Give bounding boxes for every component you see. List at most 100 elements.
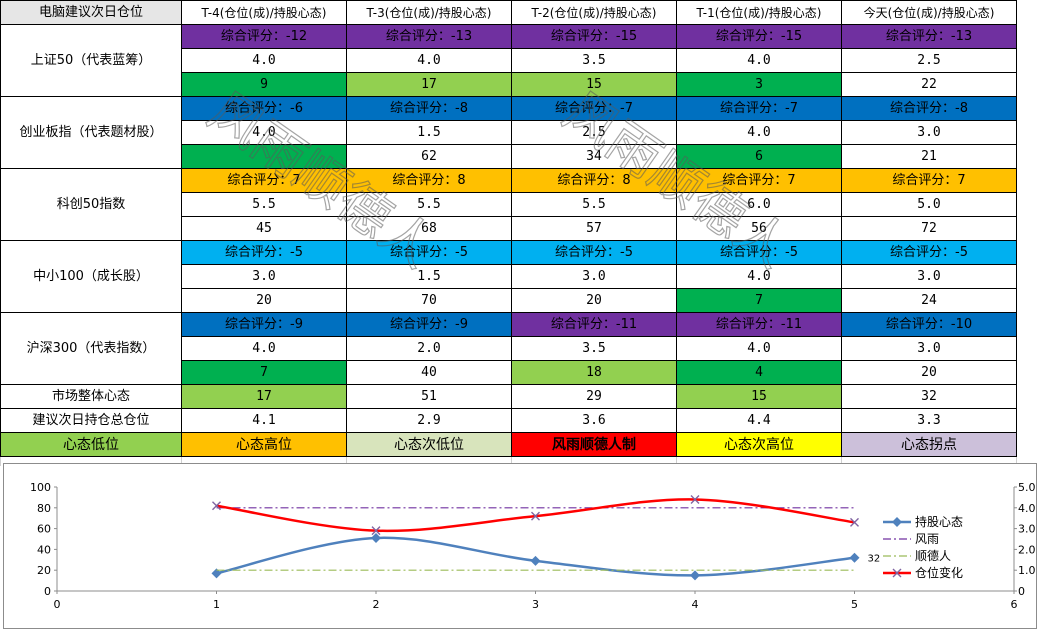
position-row: 4.0 1.5 2.5 4.0 3.0	[1, 120, 1017, 145]
index-label: 上证50（代表蓝筹）	[0, 24, 182, 97]
series-point-持股心态	[530, 555, 541, 566]
x-tick-label: 4	[692, 598, 699, 611]
index-label: 科创50指数	[0, 168, 182, 241]
score-cell: 综合评分：-7	[511, 96, 677, 121]
score-row: 上证50（代表蓝筹） 综合评分：-12 综合评分：-13 综合评分：-15 综合评分：-…	[0, 24, 1017, 97]
position-cell: 3.5	[511, 48, 677, 73]
position-table: 电脑建议次日仓位 T-4(仓位(成)/持股心态) T-3(仓位(成)/持股心态) T-…	[0, 0, 1017, 466]
position-cell: 3.0	[841, 120, 1017, 145]
position-cell: 1.5	[346, 264, 512, 289]
position-row: 4.0 2.0 3.5 4.0 3.0	[1, 336, 1017, 361]
position-cell: 5.5	[346, 192, 512, 217]
mood-cell: 34	[511, 144, 677, 169]
header-row: 电脑建议次日仓位 T-4(仓位(成)/持股心态) T-3(仓位(成)/持股心态) T-…	[0, 0, 1017, 25]
chart-svg: 0 20 40 60 80 100 0 1.0 2.0 3.0 4.0 5.0 0 1 2 3 4 5 6 32 持股心…	[3, 463, 1037, 629]
suggest-cell: 3.3	[841, 408, 1017, 433]
mood-cell: 20	[841, 360, 1017, 385]
header-col-1: T-3(仓位(成)/持股心态)	[346, 0, 512, 25]
legend-label: 顺德人	[915, 548, 951, 563]
x-tick-label: 5	[851, 598, 858, 611]
mood-cell: 17	[346, 72, 512, 97]
x-tick-label: 0	[54, 598, 61, 611]
score-row: 沪深300（代表指数） 综合评分：-9 综合评分：-9 综合评分：-11 综合评分：-1…	[0, 312, 1017, 385]
position-cell: 3.0	[841, 264, 1017, 289]
score-cell: 综合评分：-5	[841, 240, 1017, 265]
score-cell: 综合评分：-13	[841, 24, 1017, 49]
legend-marker	[892, 568, 902, 578]
series-point-仓位变化	[371, 526, 381, 536]
mood-cell: 62	[346, 144, 512, 169]
x-tick-label: 3	[532, 598, 539, 611]
score-cell: 综合评分：-5	[676, 240, 842, 265]
score-cell: 综合评分：7	[841, 168, 1017, 193]
y2-tick-label: 3.0	[1018, 523, 1036, 536]
series-point-持股心态	[849, 552, 860, 563]
position-cell: 2.0	[346, 336, 512, 361]
mood-cell: 6	[676, 144, 842, 169]
mood-cell: 7	[676, 288, 842, 313]
y-tick-label: 60	[37, 523, 51, 536]
index-label: 创业板指（代表题材股）	[0, 96, 182, 169]
legend-cell: 心态次低位	[346, 432, 512, 457]
market-cell: 17	[181, 384, 347, 409]
legend-cell: 风雨顺德人制	[511, 432, 677, 457]
y-tick-label: 0	[44, 585, 51, 598]
score-cell: 综合评分：-10	[841, 312, 1017, 337]
market-row: 市场整体心态 17 51 29 15 32	[0, 384, 1017, 409]
suggest-cell: 2.9	[346, 408, 512, 433]
mood-cell: 68	[346, 216, 512, 241]
mood-cell: 45	[181, 216, 347, 241]
x-tick-label: 1	[213, 598, 220, 611]
y-tick-label: 100	[30, 481, 51, 494]
y-tick-label: 20	[37, 564, 51, 577]
position-cell: 5.5	[511, 192, 677, 217]
position-cell: 3.0	[181, 264, 347, 289]
y-tick-label: 40	[37, 543, 51, 556]
index-label: 沪深300（代表指数）	[0, 312, 182, 385]
score-cell: 综合评分：-5	[511, 240, 677, 265]
score-cell: 综合评分：-11	[511, 312, 677, 337]
mood-cell: 70	[346, 288, 512, 313]
series-point-仓位变化	[212, 501, 221, 511]
position-cell: 4.0	[676, 264, 842, 289]
x-tick-label: 6	[1011, 598, 1018, 611]
series-point-仓位变化	[690, 494, 700, 504]
market-cell: 51	[346, 384, 512, 409]
score-cell: 综合评分：-9	[181, 312, 347, 337]
mood-cell: 20	[181, 288, 347, 313]
position-cell: 3.0	[841, 336, 1017, 361]
mood-row: 45 68 57 56 72	[1, 216, 1017, 241]
series-point-持股心态	[371, 532, 381, 543]
position-row: 4.0 4.0 3.5 4.0 2.5	[1, 48, 1017, 73]
y2-tick-label: 2.0	[1018, 543, 1036, 556]
mood-cell: 7	[181, 360, 347, 385]
score-cell: 综合评分：-6	[181, 96, 347, 121]
legend-cell: 心态次高位	[676, 432, 842, 457]
market-label: 市场整体心态	[0, 384, 182, 409]
suggest-cell: 3.6	[511, 408, 677, 433]
header-col-2: T-2(仓位(成)/持股心态)	[511, 0, 677, 25]
y2-tick-label: 1.0	[1018, 564, 1036, 577]
score-row: 创业板指（代表题材股） 综合评分：-6 综合评分：-8 综合评分：-7 综合评分：-7 综…	[0, 96, 1017, 169]
mood-row: 9 17 15 3 22	[1, 72, 1017, 97]
index-label: 中小100（成长股）	[0, 240, 182, 313]
mood-cell: 15	[511, 72, 677, 97]
score-cell: 综合评分：-5	[346, 240, 512, 265]
spacer-row	[0, 456, 1017, 466]
mood-cell: 21	[841, 144, 1017, 169]
position-cell: 1.5	[346, 120, 512, 145]
score-cell: 综合评分：-8	[346, 96, 512, 121]
legend-row: 心态低位 心态高位 心态次低位 风雨顺德人制 心态次高位 心态拐点	[0, 432, 1017, 457]
x-tick-label: 2	[373, 598, 380, 611]
mood-cell: 9	[181, 72, 347, 97]
position-cell: 4.0	[676, 120, 842, 145]
position-cell: 4.0	[181, 120, 347, 145]
position-cell: 6.0	[676, 192, 842, 217]
legend-label: 持股心态	[915, 514, 963, 529]
position-cell: 4.0	[346, 48, 512, 73]
header-col-4: 今天(仓位(成)/持股心态)	[841, 0, 1017, 25]
score-cell: 综合评分：-9	[346, 312, 512, 337]
legend-marker	[892, 517, 902, 527]
mood-cell: 20	[511, 288, 677, 313]
score-cell: 综合评分：-7	[676, 96, 842, 121]
